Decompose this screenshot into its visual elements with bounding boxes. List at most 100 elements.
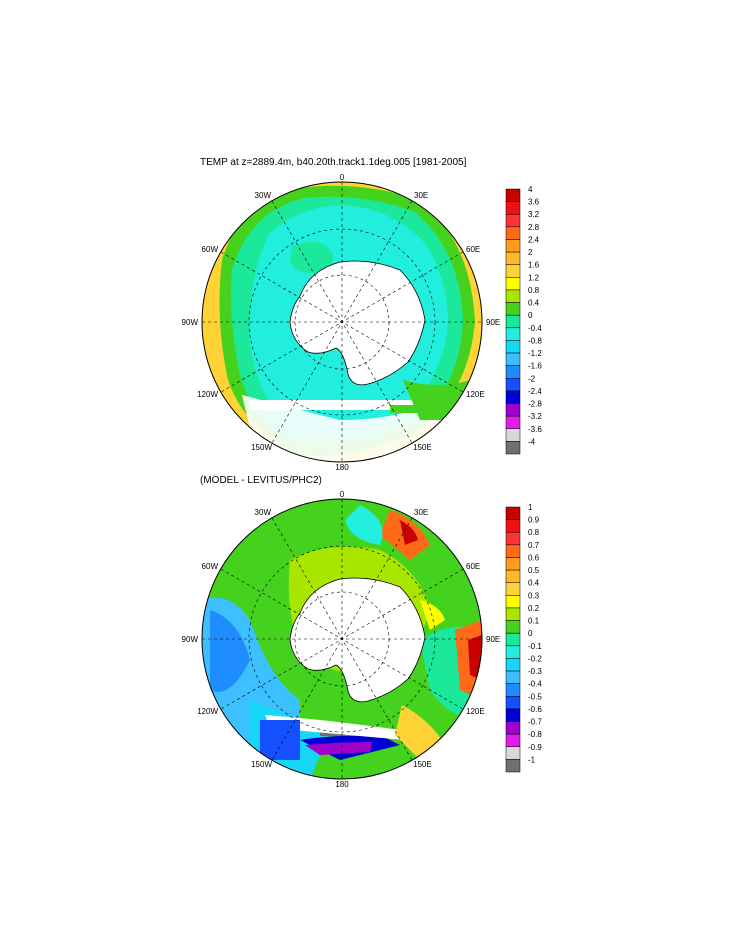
lon-label: 30W	[255, 508, 272, 517]
colorbar-swatch	[505, 226, 521, 240]
colorbar-label: -2.8	[528, 400, 542, 409]
colorbar-label: -0.3	[528, 667, 542, 676]
colorbar-label: -1	[528, 755, 536, 764]
colorbar-label: 4	[528, 185, 533, 194]
colorbar-temperature: 4 3.6 3.2 2.8 2.4 2 1.6 1.2 0.8 0.4 0 -0.4 -0.8 -1.2 -…	[505, 185, 542, 455]
map-border-2	[201, 498, 483, 780]
colorbar-label: -3.2	[528, 412, 542, 421]
panel-temperature: TEMP at z=2889.4m, b40.20th.track1.1deg.…	[182, 157, 543, 472]
colorbar-swatch	[505, 506, 521, 520]
colorbar-swatch	[505, 645, 521, 659]
colorbar-label: 0.4	[528, 299, 540, 308]
colorbar-swatch	[505, 620, 521, 634]
colorbar-swatch	[505, 251, 521, 265]
map-difference: 0 30E 60E 90E 120E 150E 180 150W 120W 90…	[182, 490, 501, 789]
map-temperature: 0 30E 60E 90E 120E 150E 180 150W 120W 90…	[182, 173, 501, 472]
colorbar-swatch	[505, 289, 521, 303]
panel-1-title: TEMP at z=2889.4m, b40.20th.track1.1deg.…	[200, 157, 467, 168]
colorbar-label: 2.4	[528, 235, 540, 244]
lon-label: 30E	[414, 191, 428, 200]
colorbar-label: -3.6	[528, 425, 542, 434]
lon-label: 60W	[202, 562, 219, 571]
colorbar-swatch	[505, 670, 521, 684]
lon-labels-1: 0 30E 60E 90E 120E 150E 180 150W 120W 90…	[182, 173, 501, 472]
colorbar-label: 3.6	[528, 198, 540, 207]
lon-label: 120W	[197, 390, 218, 399]
colorbar-swatch	[505, 582, 521, 596]
map-border-1	[201, 181, 483, 463]
colorbar-swatch	[505, 264, 521, 278]
colorbar-label: -0.7	[528, 718, 542, 727]
colorbar-label: 0.8	[528, 528, 540, 537]
colorbar-swatch	[505, 632, 521, 647]
colorbar-label: 3.2	[528, 210, 540, 219]
colorbar-label: 0.7	[528, 541, 540, 550]
colorbar-swatch	[505, 352, 521, 366]
lon-label: 30E	[414, 508, 428, 517]
colorbar-swatch	[505, 428, 521, 442]
colorbar-swatch	[505, 239, 521, 253]
lon-label: 0	[340, 490, 345, 499]
colorbar-swatch	[505, 607, 521, 621]
colorbar-label: 0	[528, 311, 533, 320]
colorbar-label: -0.5	[528, 692, 542, 701]
colorbar-label: 0.3	[528, 591, 540, 600]
colorbar-swatch	[505, 658, 521, 672]
lon-label: 150E	[413, 443, 432, 452]
colorbar-label: 0	[528, 629, 533, 638]
colorbar-swatch	[505, 531, 521, 546]
colorbar-swatch	[505, 213, 521, 228]
lon-label: 0	[340, 173, 345, 182]
antarctica-coastline	[289, 260, 426, 386]
colorbar-label: 0.2	[528, 604, 540, 613]
graticule-2	[202, 499, 482, 779]
lon-label: 120E	[466, 707, 485, 716]
colorbar-swatch	[505, 683, 521, 697]
colorbar-swatch	[505, 544, 521, 558]
colorbar-swatch	[505, 569, 521, 583]
colorbar-label: -0.6	[528, 705, 542, 714]
colorbar-label: -0.9	[528, 743, 542, 752]
colorbar-label: -0.1	[528, 642, 542, 651]
colorbar-label: 0.5	[528, 566, 540, 575]
colorbar-difference: 1 0.9 0.8 0.7 0.6 0.5 0.4 0.3 0.2 0.1 0 -0.1 -0.2 -0.…	[505, 503, 542, 773]
lon-label: 60E	[466, 562, 480, 571]
colorbar-swatch	[505, 302, 521, 316]
colorbar-swatch	[505, 595, 521, 609]
lon-label: 120W	[197, 707, 218, 716]
lon-labels-2: 0 30E 60E 90E 120E 150E 180 150W 120W 90…	[182, 490, 501, 789]
colorbar-swatch	[505, 327, 521, 341]
colorbar-swatch	[505, 340, 521, 354]
lon-label: 150W	[251, 760, 272, 769]
colorbar-label: -1.6	[528, 362, 542, 371]
lon-label: 90W	[182, 318, 199, 327]
antarctica-coastline	[289, 577, 426, 703]
graticule-1	[202, 182, 482, 462]
colorbar-swatch	[505, 557, 521, 571]
colorbar-label: -0.2	[528, 654, 542, 663]
colorbar-swatch	[505, 721, 521, 735]
colorbar-label: -0.4	[528, 324, 542, 333]
colorbar-label: -0.8	[528, 336, 542, 345]
colorbar-label: 0.1	[528, 617, 540, 626]
colorbar-label: 1	[528, 503, 533, 512]
colorbar-label: -2.4	[528, 387, 542, 396]
colorbar-swatch	[505, 403, 521, 417]
panel-2-title: (MODEL - LEVITUS/PHC2)	[200, 475, 322, 486]
colorbar-label: -4	[528, 437, 536, 446]
lon-label: 120E	[466, 390, 485, 399]
lon-label: 60E	[466, 245, 480, 254]
colorbar-swatch	[505, 733, 521, 748]
colorbar-swatch	[505, 696, 521, 710]
colorbar-swatch	[505, 314, 521, 329]
lon-label: 90W	[182, 635, 199, 644]
colorbar-label: 0.8	[528, 286, 540, 295]
lon-label: 180	[335, 780, 349, 789]
colorbar-swatch	[505, 390, 521, 404]
lon-label: 150W	[251, 443, 272, 452]
colorbar-swatch	[505, 441, 521, 455]
colorbar-swatch	[505, 201, 521, 215]
colorbar-swatch	[505, 759, 521, 773]
colorbar-label: 2.8	[528, 223, 540, 232]
